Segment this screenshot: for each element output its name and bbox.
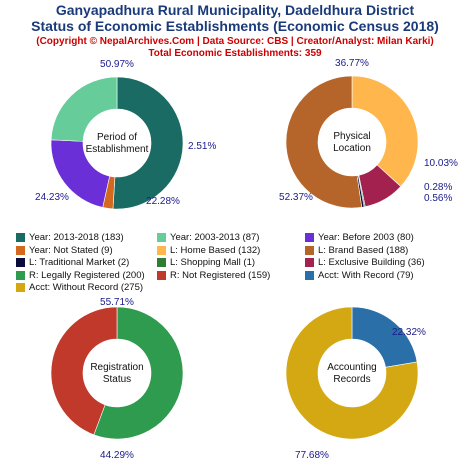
donut-center-label: Period of [97,132,137,143]
slice-percent-label: 22.28% [146,196,180,207]
donut-center-label: Records [333,374,370,385]
slice-percent-label: 77.68% [295,450,329,461]
legend-swatch [305,233,314,242]
legend-label: Year: 2003-2013 (87) [170,232,260,243]
legend-label: L: Brand Based (188) [318,244,409,256]
slice-percent-label: 2.51% [188,141,216,152]
donut-slice [50,306,118,436]
donut-hole [318,339,386,407]
donut-center-label: Registration [90,362,143,373]
legend-swatch [157,270,166,280]
donut-center-label: Physical [333,131,370,142]
donut-hole [83,339,151,407]
donut-center-label: Establishment [86,144,149,155]
title-line-1: Ganyapadhura Rural Municipality, Dadeldh… [55,2,415,18]
title-line-2: Status of Economic Establishments (Econo… [31,18,439,34]
donut-center-label: Location [333,143,371,154]
slice-percent-label: 44.29% [100,450,134,461]
legend-swatch [305,245,314,255]
subtitle-line-1: (Copyright © NepalArchives.Com | Data So… [36,36,434,47]
donut-hole [318,108,386,176]
subtitle-line-2: Total Economic Establishments: 359 [148,48,322,59]
legend-swatch [16,270,25,280]
donut-chart-1: 50.97% 2.51% 22.28% 24.23% Period ofEstablis… [35,59,216,210]
slice-percent-label: 50.97% [100,59,134,70]
legend-label: Acct: With Record (79) [318,269,414,281]
legend-swatch [16,233,25,242]
legend-label: Year: 2013-2018 (183) [29,232,124,243]
slice-percent-label: 52.37% [279,192,313,203]
legend-label: L: Shopping Mall (1) [170,257,256,268]
donut-center-label: Accounting [327,362,376,373]
legend-label: R: Legally Registered (200) [29,269,145,281]
donut-chart-2: 36.77% 10.03% 0.28%0.56% 52.37% PhysicalLoca… [279,58,458,209]
legend-swatch [157,245,166,255]
chart-title: Ganyapadhura Rural Municipality, Dadeldh… [0,2,470,34]
legend-swatch [16,258,25,267]
slice-percent-label: 24.23% [35,192,69,203]
legend-swatch [305,258,314,267]
donut-hole [83,109,151,177]
donut-center-label: Status [103,374,131,385]
legend-label: L: Exclusive Building (36) [318,257,425,268]
legend-swatch [305,270,314,280]
legend-swatch [157,258,166,267]
slice-percent-label: 0.56% [424,193,452,204]
legend-swatch [16,283,25,292]
legend-label: Year: Not Stated (9) [29,244,113,256]
legend-label: L: Traditional Market (2) [29,257,130,268]
legend-swatch [16,245,25,255]
slice-percent-label: 36.77% [335,58,369,69]
legend-swatch [157,233,166,242]
legend-label: Acct: Without Record (275) [29,282,144,293]
slice-percent-label: 0.28% [424,182,452,193]
chart-subtitle: (Copyright © NepalArchives.Com | Data So… [0,36,470,60]
legend-label: R: Not Registered (159) [170,269,271,281]
legend-label: Year: Before 2003 (80) [318,232,414,243]
slice-percent-label: 10.03% [424,158,458,169]
slice-percent-label: 22.32% [392,327,426,338]
legend-label: L: Home Based (132) [170,244,261,256]
slice-percent-label: 55.71% [100,297,134,308]
